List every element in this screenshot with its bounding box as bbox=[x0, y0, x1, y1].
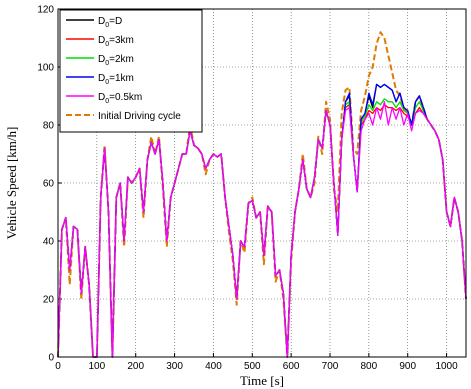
legend-label: Initial Driving cycle bbox=[98, 111, 181, 122]
y-tick-label: 20 bbox=[43, 295, 55, 306]
legend-label: D0=1km bbox=[98, 73, 134, 86]
axis-ticks: 0 100 200 300 400 500 600 700 800 900 100002040608… bbox=[37, 5, 458, 373]
x-tick-label: 500 bbox=[244, 361, 261, 372]
x-tick-label: 200 bbox=[127, 361, 144, 372]
x-tick-label: 1000 bbox=[435, 361, 458, 372]
y-tick-label: 60 bbox=[43, 179, 55, 190]
legend-label-subscript: 0 bbox=[105, 60, 109, 67]
series-lines bbox=[57, 31, 467, 358]
y-tick-label: 0 bbox=[48, 353, 54, 364]
legend-label-subscript: 0 bbox=[105, 22, 109, 29]
legend-label-tail: =0.5km bbox=[109, 92, 142, 103]
legend-label-tail: =1km bbox=[109, 73, 134, 84]
y-axis-label: Vehicle Speed [km/h] bbox=[4, 127, 19, 240]
x-tick-label: 0 bbox=[55, 361, 61, 372]
x-tick-label: 900 bbox=[399, 361, 416, 372]
y-tick-label: 120 bbox=[37, 5, 54, 16]
legend-label-subscript: 0 bbox=[105, 41, 109, 48]
y-tick-label: 40 bbox=[43, 237, 55, 248]
x-tick-label: 100 bbox=[89, 361, 106, 372]
x-tick-label: 300 bbox=[166, 361, 183, 372]
x-tick-label: 600 bbox=[283, 361, 300, 372]
x-tick-label: 700 bbox=[322, 361, 339, 372]
plot-frame bbox=[57, 8, 467, 358]
x-tick-label: 800 bbox=[361, 361, 378, 372]
legend-box bbox=[59, 9, 203, 133]
legend-label-tail: =D bbox=[109, 16, 122, 27]
legend-label-main: Initial Driving cycle bbox=[98, 111, 181, 122]
legend-label-main: D bbox=[98, 73, 105, 84]
y-tick-label: 100 bbox=[37, 63, 54, 74]
legend-label-subscript: 0 bbox=[105, 79, 109, 86]
legend-label-main: D bbox=[98, 35, 105, 46]
legend-label-main: D bbox=[98, 16, 105, 27]
x-axis-label: Time [s] bbox=[240, 373, 284, 388]
legend-label-subscript: 0 bbox=[105, 98, 109, 105]
legend-label: D0=3km bbox=[98, 35, 134, 48]
legend-label-tail: =2km bbox=[109, 54, 134, 65]
legend-label-tail: =3km bbox=[109, 35, 134, 46]
x-tick-label: 400 bbox=[205, 361, 222, 372]
legend-label: D0=D bbox=[98, 16, 122, 29]
legend-label-main: D bbox=[98, 54, 105, 65]
legend-label-main: D bbox=[98, 92, 105, 103]
y-tick-label: 80 bbox=[43, 121, 55, 132]
legend-label: D0=0.5km bbox=[98, 92, 142, 105]
series-line bbox=[57, 101, 467, 358]
legend-label: D0=2km bbox=[98, 54, 134, 67]
